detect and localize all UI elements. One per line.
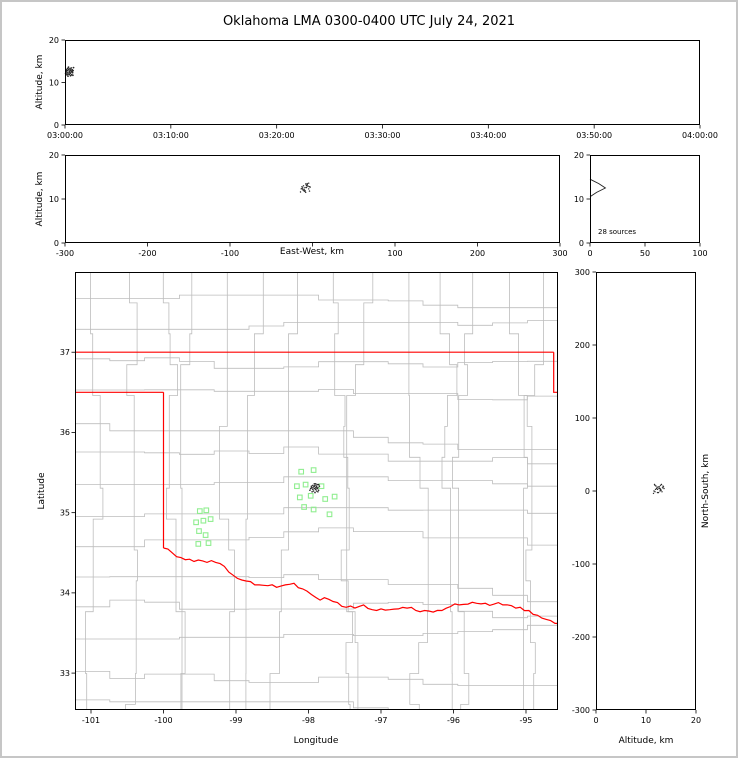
- tick-label: 36: [60, 428, 70, 437]
- tick-label: -200: [138, 249, 156, 258]
- tick-label: 200: [575, 341, 590, 350]
- tick-label: 100: [575, 414, 590, 423]
- tick-label: 20: [49, 36, 59, 45]
- tick-label: -100: [221, 249, 239, 258]
- station-square: [296, 494, 303, 501]
- map-layers: [75, 272, 558, 710]
- tick-label: 03:10:00: [153, 131, 189, 140]
- time-height-frame: [65, 40, 700, 125]
- tick-label: 03:50:00: [576, 131, 612, 140]
- station-square: [203, 507, 210, 514]
- tick-label: 03:30:00: [365, 131, 401, 140]
- station-square: [310, 506, 317, 513]
- tick-label: -97: [374, 716, 387, 725]
- tick-label: -300: [572, 706, 590, 715]
- station-square: [200, 517, 207, 524]
- source-count-annotation: 28 sources: [598, 228, 637, 236]
- tick-label: 35: [60, 508, 70, 517]
- tick-label: -98: [302, 716, 315, 725]
- station-square: [322, 496, 329, 502]
- tick-label: -99: [229, 716, 242, 725]
- ns-height-sources: [652, 483, 665, 495]
- state-border: [75, 351, 558, 626]
- station-square: [207, 516, 214, 522]
- station-square: [307, 492, 314, 499]
- station-square: [202, 532, 209, 538]
- station-square: [302, 481, 309, 488]
- tick-label: -101: [82, 716, 100, 725]
- station-square: [294, 483, 300, 490]
- station-square: [195, 541, 202, 547]
- tick-label: 33: [60, 669, 70, 678]
- figure-title: Oklahoma LMA 0300-0400 UTC July 24, 2021: [222, 14, 516, 29]
- ew-height-frame: [65, 155, 560, 243]
- tick-label: 03:20:00: [259, 131, 295, 140]
- tick-label: 50: [640, 249, 650, 258]
- station-square: [326, 511, 333, 518]
- station-square: [193, 519, 199, 526]
- map-sources: [309, 483, 321, 494]
- tick-label: 300: [552, 249, 567, 258]
- tick-label: 0: [54, 121, 59, 130]
- station-markers: [193, 467, 338, 547]
- tick-label: 03:40:00: [470, 131, 506, 140]
- tick-label: 0: [54, 239, 59, 248]
- border-missouri_east: [553, 352, 558, 393]
- tick-label: 0: [585, 487, 590, 496]
- time-height-sources: [64, 66, 75, 77]
- station-square: [298, 468, 305, 475]
- tick-label: 0: [587, 249, 592, 258]
- tick-label: -100: [154, 716, 172, 725]
- tick-label: -200: [572, 633, 590, 642]
- tick-label: 10: [574, 195, 584, 204]
- border-red_river_south: [163, 547, 558, 626]
- tick-label: 300: [575, 268, 590, 277]
- station-square: [196, 528, 202, 534]
- station-square: [310, 467, 317, 473]
- tick-label: 10: [641, 716, 651, 725]
- tick-label: 0: [579, 239, 584, 248]
- tick-label: -96: [447, 716, 460, 725]
- station-square: [301, 504, 307, 510]
- tick-label: 34: [60, 589, 70, 598]
- station-square: [196, 508, 203, 514]
- plan-view-frame: [75, 272, 558, 710]
- tick-label: 20: [49, 151, 59, 160]
- tick-label: 200: [470, 249, 485, 258]
- ns-panel-ylabel: North-South, km: [701, 453, 711, 529]
- ns-height-frame: [596, 272, 696, 710]
- tick-label: 100: [387, 249, 402, 258]
- tick-label: 37: [60, 348, 70, 357]
- tick-label: -300: [56, 249, 74, 258]
- tick-label: -95: [519, 716, 532, 725]
- altitude-histogram-line: [589, 178, 607, 198]
- tick-label: 100: [692, 249, 707, 258]
- station-square: [331, 493, 338, 500]
- map-ylabel: Latitude: [37, 472, 47, 510]
- tick-label: 20: [574, 151, 584, 160]
- time-panel-ylabel: Altitude, km: [35, 54, 45, 110]
- ew-height-sources: [299, 182, 311, 194]
- alt-histogram-frame: [590, 155, 700, 243]
- ns-panel-xlabel: Altitude, km: [618, 736, 674, 746]
- ew-axis-title: East-West, km: [279, 247, 345, 257]
- map-xlabel: Longitude: [293, 736, 339, 746]
- county-grid: [75, 272, 558, 710]
- tick-label: 0: [593, 716, 598, 725]
- station-square: [205, 540, 212, 546]
- tick-label: 10: [49, 78, 59, 87]
- tick-label: 04:00:00: [682, 131, 718, 140]
- tick-label: -100: [572, 560, 590, 569]
- ew-panel-ylabel: Altitude, km: [35, 171, 45, 227]
- tick-label: 10: [49, 195, 59, 204]
- tick-label: 20: [691, 716, 701, 725]
- tick-label: 03:00:00: [47, 131, 83, 140]
